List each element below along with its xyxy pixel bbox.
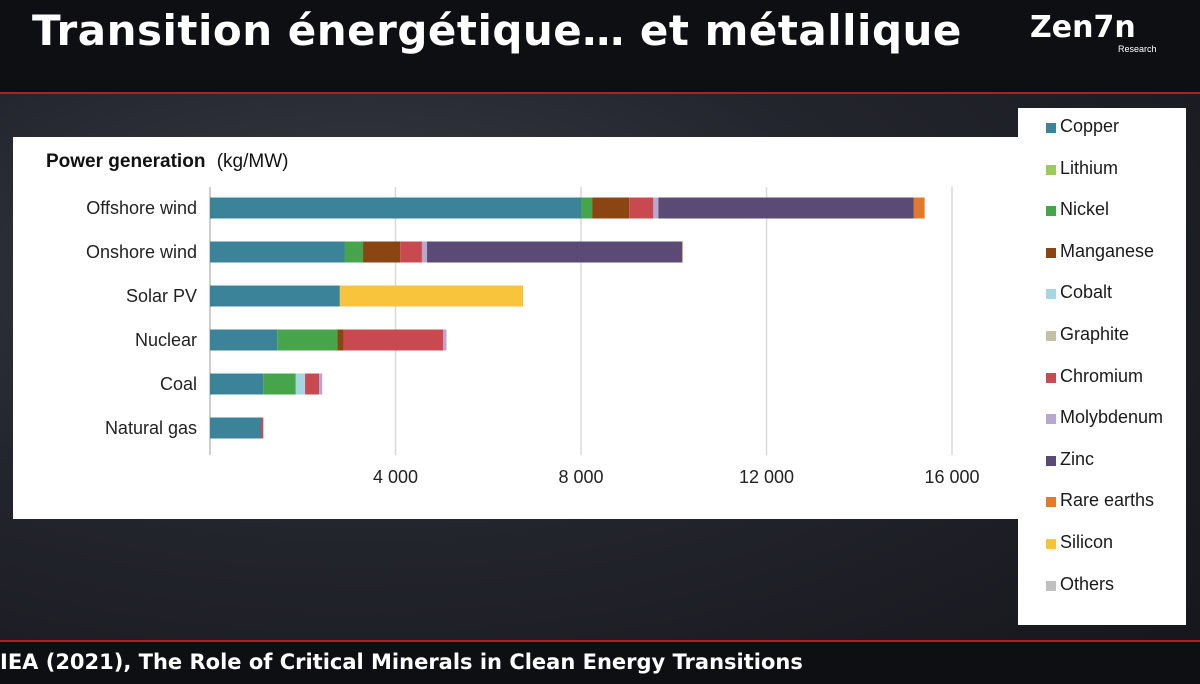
- bar-segment-zinc: [427, 241, 683, 263]
- slide-header: Transition énergétique… et métallique Ze…: [0, 0, 1200, 94]
- bar-segment-molybdenum: [318, 373, 323, 395]
- chart-gridlines: [209, 187, 953, 455]
- legend-swatch: [1046, 289, 1056, 300]
- bar-segment-copper: [210, 417, 262, 439]
- bar-segment-manganese: [592, 197, 630, 219]
- legend-label: Cobalt: [1060, 282, 1113, 303]
- chart-legend: Copper Lithium Nickel Manganese Cobalt Graphi…: [1018, 108, 1186, 625]
- legend-swatch: [1046, 331, 1056, 341]
- category-label: Solar PV: [126, 286, 197, 306]
- bar-segment-copper: [210, 285, 340, 307]
- bar-segment-chromium: [261, 417, 264, 439]
- x-tick-label: 8 000: [558, 467, 603, 487]
- bar-segment-copper: [210, 329, 278, 351]
- bar-segment-rare-earths: [682, 241, 683, 263]
- bar-segment-nickel: [344, 241, 364, 263]
- legend-swatch: [1046, 455, 1056, 466]
- bar-segment-chromium: [343, 329, 444, 351]
- chart-panel: Power generation (kg/MW) Offshore wind On…: [13, 137, 1020, 519]
- category-label: Onshore wind: [86, 242, 197, 262]
- category-label: Natural gas: [105, 418, 197, 438]
- chart-bars: [210, 197, 925, 439]
- legend-label: Silicon: [1060, 532, 1114, 552]
- category-label: Coal: [160, 374, 197, 394]
- bar-segment-zinc: [658, 197, 914, 219]
- category-label: Nuclear: [135, 330, 197, 350]
- category-label: Offshore wind: [86, 198, 197, 218]
- chart-title-unit: (kg/MW): [217, 151, 289, 172]
- bar-segment-manganese: [363, 241, 401, 263]
- legend-swatch: [1046, 164, 1056, 175]
- legend-label: Copper: [1060, 116, 1120, 136]
- y-axis-labels: Offshore wind Onshore wind Solar PV Nuclear…: [86, 198, 197, 438]
- legend-label: Zinc: [1060, 448, 1095, 469]
- bar-segment-copper: [210, 241, 345, 263]
- bar-segment-nickel: [263, 373, 296, 395]
- x-tick-label: 12 000: [739, 467, 794, 487]
- bar-segment-nickel: [277, 329, 338, 351]
- bar-segment-molybdenum: [443, 329, 447, 351]
- legend-label: Rare earths: [1060, 490, 1155, 511]
- bar-segment-chromium: [305, 373, 319, 395]
- bar-chart: Power generation (kg/MW) Offshore wind On…: [46, 151, 980, 487]
- logo-subtitle: Research: [1118, 44, 1157, 54]
- bar-segment-molybdenum: [653, 197, 659, 219]
- logo-wordmark: Zen7n: [1030, 10, 1136, 45]
- bar-segment-manganese: [337, 329, 344, 351]
- x-tick-label: 16 000: [924, 467, 979, 487]
- legend-swatch: [1046, 123, 1056, 133]
- bar-segment-molybdenum: [421, 241, 428, 263]
- legend-swatch: [1046, 414, 1056, 425]
- legend-label: Graphite: [1060, 324, 1130, 344]
- legend-label: Nickel: [1060, 199, 1110, 220]
- legend-swatch: [1046, 247, 1056, 258]
- legend-label: Manganese: [1060, 240, 1155, 261]
- legend-swatch: [1046, 539, 1056, 549]
- bar-segment-copper: [210, 373, 264, 395]
- x-axis-labels: 4 000 8 000 12 000 16 000: [373, 467, 980, 487]
- slide-title: Transition énergétique… et métallique: [32, 6, 962, 55]
- legend-swatch: [1046, 206, 1056, 217]
- legend-label: Molybdenum: [1060, 407, 1164, 428]
- x-tick-label: 4 000: [373, 467, 418, 487]
- bar-segment-chromium: [400, 241, 422, 263]
- legend-swatch: [1046, 497, 1056, 508]
- chart-title-main: Power generation: [46, 151, 205, 172]
- legend-swatch: [1046, 580, 1056, 591]
- bar-segment-silicon: [339, 285, 524, 307]
- legend-label: Others: [1060, 573, 1115, 594]
- legend-label: Lithium: [1060, 157, 1119, 178]
- source-citation: IEA (2021), The Role of Critical Mineral…: [0, 650, 803, 674]
- zenon-logo: Zen7n Research: [1030, 10, 1170, 60]
- bar-segment-cobalt: [295, 373, 306, 395]
- bar-segment-rare-earths: [913, 197, 925, 219]
- slide-footer: IEA (2021), The Role of Critical Mineral…: [0, 640, 1200, 684]
- bar-segment-copper: [210, 197, 581, 219]
- legend-label: Chromium: [1060, 365, 1144, 386]
- legend-swatch: [1046, 372, 1056, 383]
- bar-segment-chromium: [629, 197, 654, 219]
- bar-segment-nickel: [581, 197, 593, 219]
- chart-title: Power generation (kg/MW): [46, 151, 288, 172]
